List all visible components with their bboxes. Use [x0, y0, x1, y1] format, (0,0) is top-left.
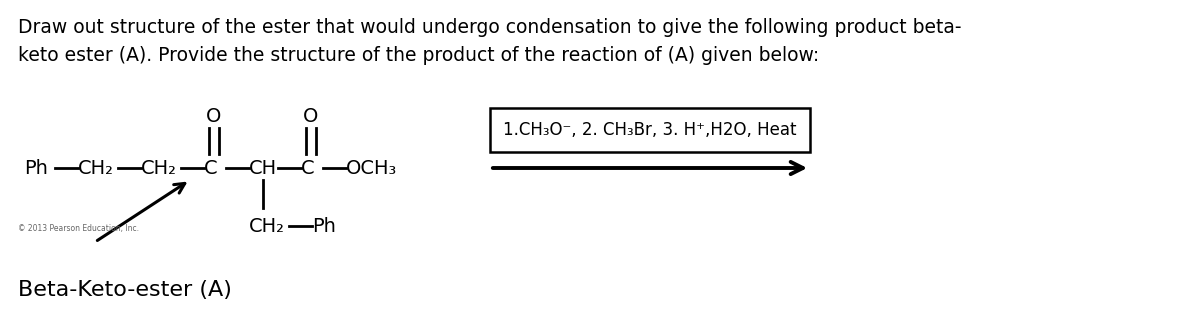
Text: O: O — [304, 107, 319, 126]
Text: CH₂: CH₂ — [142, 158, 178, 178]
Bar — [490, 108, 810, 152]
Text: Ph: Ph — [312, 217, 336, 236]
Text: © 2013 Pearson Education, Inc.: © 2013 Pearson Education, Inc. — [18, 223, 139, 232]
Text: CH: CH — [250, 158, 277, 178]
Text: CH₂: CH₂ — [78, 158, 114, 178]
Text: OCH₃: OCH₃ — [346, 158, 397, 178]
Text: Draw out structure of the ester that would undergo condensation to give the foll: Draw out structure of the ester that wou… — [18, 18, 961, 37]
Text: 1.CH₃O⁻, 2. CH₃Br, 3. H⁺,H2O, Heat: 1.CH₃O⁻, 2. CH₃Br, 3. H⁺,H2O, Heat — [503, 121, 797, 139]
Text: O: O — [206, 107, 222, 126]
Text: Beta-Keto-ester (A): Beta-Keto-ester (A) — [18, 280, 232, 300]
Text: CH₂: CH₂ — [250, 217, 286, 236]
Text: C: C — [301, 158, 314, 178]
Text: keto ester (A). Provide the structure of the product of the reaction of (A) give: keto ester (A). Provide the structure of… — [18, 46, 820, 65]
Text: C: C — [204, 158, 217, 178]
Text: Ph: Ph — [24, 158, 48, 178]
